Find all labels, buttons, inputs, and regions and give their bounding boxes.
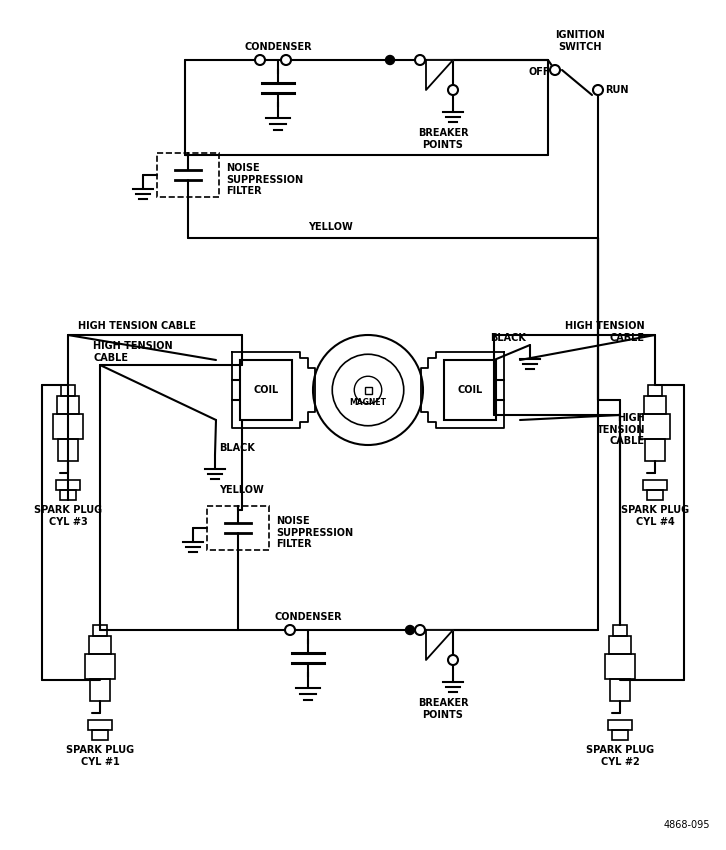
Text: HIGH
TENSION
CABLE: HIGH TENSION CABLE bbox=[597, 413, 645, 446]
Circle shape bbox=[448, 655, 458, 665]
Text: NOISE
SUPPRESSION
FILTER: NOISE SUPPRESSION FILTER bbox=[276, 516, 353, 549]
Circle shape bbox=[550, 65, 560, 75]
Bar bbox=[85, 654, 115, 679]
Bar bbox=[57, 396, 79, 414]
Bar bbox=[240, 360, 292, 420]
Circle shape bbox=[281, 55, 291, 65]
Text: NOISE
SUPPRESSION
FILTER: NOISE SUPPRESSION FILTER bbox=[226, 163, 303, 196]
Bar bbox=[609, 636, 631, 654]
Text: RUN: RUN bbox=[605, 85, 629, 95]
Text: OFF: OFF bbox=[529, 67, 550, 77]
Bar bbox=[643, 480, 667, 490]
Text: BLACK: BLACK bbox=[490, 333, 526, 343]
Text: HIGH TENSION: HIGH TENSION bbox=[566, 321, 645, 331]
Text: MAGNET: MAGNET bbox=[349, 398, 386, 406]
Text: SPARK PLUG
CYL #3: SPARK PLUG CYL #3 bbox=[34, 505, 102, 527]
Bar bbox=[61, 385, 75, 396]
Bar bbox=[89, 636, 111, 654]
Text: SPARK PLUG
CYL #1: SPARK PLUG CYL #1 bbox=[66, 745, 134, 767]
Bar bbox=[613, 625, 627, 636]
Text: SPARK PLUG
CYL #4: SPARK PLUG CYL #4 bbox=[621, 505, 689, 527]
Text: COIL: COIL bbox=[457, 385, 483, 395]
Text: BREAKER
POINTS: BREAKER POINTS bbox=[417, 128, 468, 150]
Bar bbox=[610, 679, 630, 701]
Bar bbox=[648, 385, 662, 396]
Bar bbox=[157, 153, 219, 197]
Bar bbox=[93, 625, 107, 636]
Text: HIGH TENSION CABLE: HIGH TENSION CABLE bbox=[78, 321, 196, 331]
Circle shape bbox=[448, 85, 458, 95]
Bar bbox=[92, 730, 108, 740]
Polygon shape bbox=[426, 630, 453, 660]
Bar bbox=[444, 360, 496, 420]
Circle shape bbox=[255, 55, 265, 65]
Text: 4868-095: 4868-095 bbox=[664, 820, 710, 830]
Text: CONDENSER: CONDENSER bbox=[274, 612, 342, 622]
Bar bbox=[647, 490, 663, 500]
Polygon shape bbox=[426, 60, 453, 90]
Bar bbox=[612, 730, 628, 740]
Bar bbox=[90, 679, 110, 701]
Text: IGNITION
SWITCH: IGNITION SWITCH bbox=[555, 31, 605, 52]
Text: YELLOW: YELLOW bbox=[308, 222, 352, 232]
Circle shape bbox=[285, 625, 295, 635]
Bar bbox=[60, 490, 76, 500]
Text: BREAKER
POINTS: BREAKER POINTS bbox=[417, 698, 468, 720]
Bar bbox=[58, 439, 78, 461]
Circle shape bbox=[415, 625, 425, 635]
Circle shape bbox=[415, 55, 425, 65]
Circle shape bbox=[593, 85, 603, 95]
Circle shape bbox=[406, 626, 415, 634]
Bar bbox=[640, 414, 670, 439]
Circle shape bbox=[386, 55, 394, 65]
Bar bbox=[608, 720, 632, 730]
Bar bbox=[644, 396, 666, 414]
Text: COIL: COIL bbox=[253, 385, 279, 395]
Bar bbox=[56, 480, 80, 490]
Bar bbox=[207, 506, 269, 550]
Bar bbox=[605, 654, 635, 679]
Text: SPARK PLUG
CYL #2: SPARK PLUG CYL #2 bbox=[586, 745, 654, 767]
Bar bbox=[645, 439, 665, 461]
Text: CONDENSER: CONDENSER bbox=[244, 42, 311, 52]
Text: YELLOW: YELLOW bbox=[219, 485, 264, 495]
Text: HIGH TENSION
CABLE: HIGH TENSION CABLE bbox=[93, 342, 173, 363]
Bar bbox=[364, 387, 372, 394]
Bar bbox=[53, 414, 83, 439]
Bar bbox=[88, 720, 112, 730]
Text: BLACK: BLACK bbox=[219, 443, 255, 453]
Text: CABLE: CABLE bbox=[610, 333, 645, 343]
